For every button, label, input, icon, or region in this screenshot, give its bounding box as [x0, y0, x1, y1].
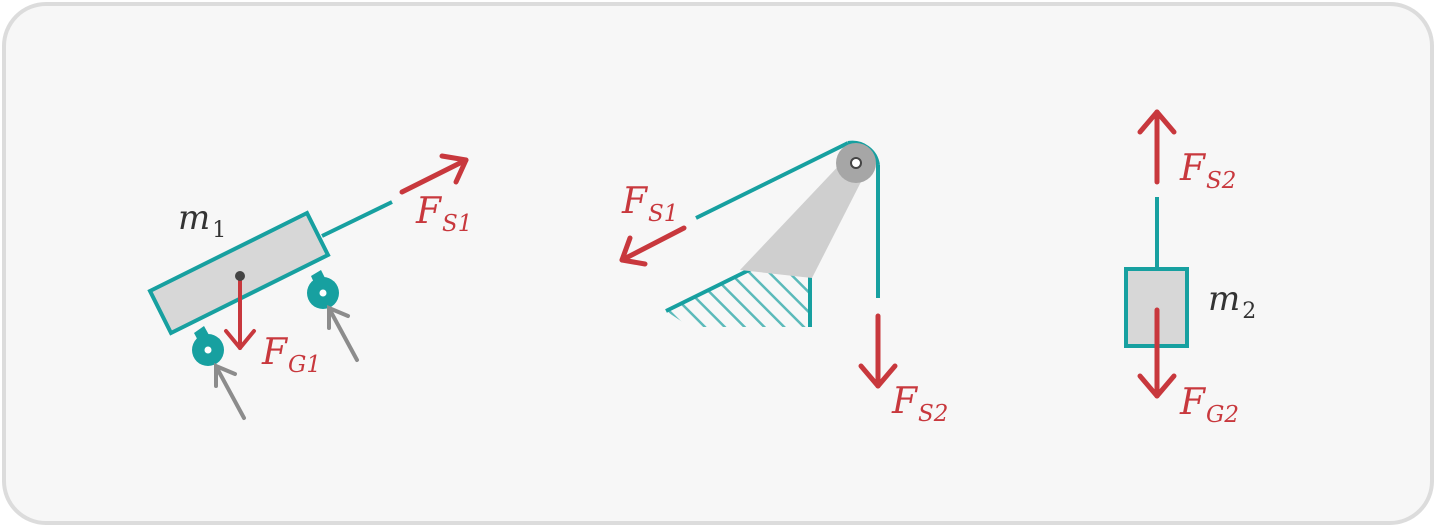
normal-force-arrow-left	[214, 362, 246, 420]
pulley-system: FS1 FS2	[619, 140, 948, 427]
tension-arrow-fs1	[399, 153, 469, 195]
tension-arrow-fs1-pulley	[619, 225, 687, 267]
weight-arrow-fg1	[224, 278, 256, 350]
wheel-left	[192, 334, 224, 366]
force-label-fs1-cart: FS1	[415, 191, 472, 237]
tension-arrow-fs2-pulley	[858, 313, 898, 389]
cart-center-of-mass	[235, 271, 245, 281]
mass-label-m1: m1	[178, 198, 226, 243]
wheel-right	[307, 277, 339, 309]
mass-label-m2: m2	[1208, 279, 1256, 324]
cart-rope	[321, 200, 393, 238]
normal-force-arrow-right	[327, 304, 359, 362]
force-label-fs2-pulley: FS2	[891, 381, 948, 427]
weight-arrow-fg2	[1137, 307, 1177, 399]
pulley-arm	[740, 158, 866, 278]
pulley-axle	[850, 157, 862, 169]
pulley-rope-left	[695, 141, 849, 220]
hanging-mass-system: FS2 m2 FG2	[1124, 109, 1256, 428]
force-label-fs1-pulley: FS1	[621, 181, 678, 227]
force-label-fg2: FG2	[1179, 382, 1239, 428]
force-label-fg1: FG1	[261, 332, 321, 378]
cart-system: m1 FS1 FG1	[147, 153, 472, 420]
force-label-fs2-block: FS2	[1179, 148, 1236, 194]
tension-arrow-fs2-up	[1137, 109, 1177, 185]
